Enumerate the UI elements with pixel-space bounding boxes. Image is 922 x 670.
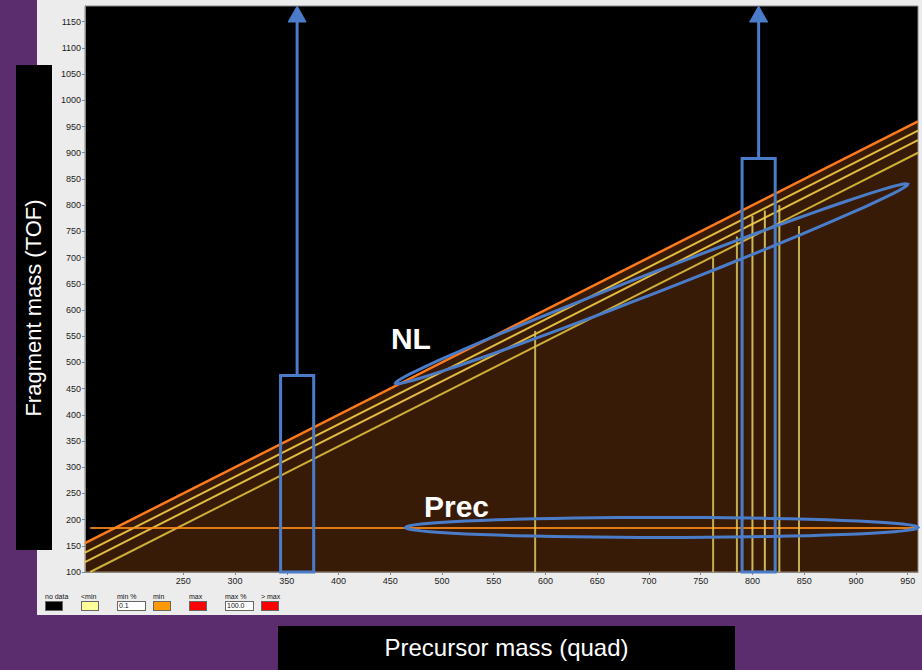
svg-text:250: 250 bbox=[176, 576, 191, 586]
html-text:max: max bbox=[189, 593, 203, 600]
html-text:min %: min % bbox=[117, 593, 137, 600]
html-text:min: min bbox=[153, 593, 165, 600]
svg-text:800: 800 bbox=[745, 576, 760, 586]
svg-text:850: 850 bbox=[66, 174, 81, 184]
html-text:100.0: 100.0 bbox=[227, 602, 245, 609]
svg-text:NL: NL bbox=[391, 322, 431, 355]
svg-text:900: 900 bbox=[848, 576, 863, 586]
svg-text:400: 400 bbox=[331, 576, 346, 586]
svg-text:600: 600 bbox=[538, 576, 553, 586]
svg-text:900: 900 bbox=[66, 148, 81, 158]
svg-text:750: 750 bbox=[66, 226, 81, 236]
svg-text:1000: 1000 bbox=[61, 95, 81, 105]
html-text:Fragment mass (TOF): Fragment mass (TOF) bbox=[21, 198, 46, 417]
svg-text:Prec: Prec bbox=[424, 490, 489, 523]
svg-text:1050: 1050 bbox=[61, 69, 81, 79]
svg-text:500: 500 bbox=[434, 576, 449, 586]
html-text:no data: no data bbox=[45, 593, 69, 600]
svg-text:550: 550 bbox=[486, 576, 501, 586]
svg-text:650: 650 bbox=[66, 279, 81, 289]
svg-text:800: 800 bbox=[66, 200, 81, 210]
svg-text:350: 350 bbox=[279, 576, 294, 586]
svg-text:450: 450 bbox=[383, 576, 398, 586]
svg-text:300: 300 bbox=[66, 462, 81, 472]
svg-text:200: 200 bbox=[66, 515, 81, 525]
svg-text:150: 150 bbox=[66, 541, 81, 551]
svg-text:1150: 1150 bbox=[62, 17, 81, 27]
svg-text:500: 500 bbox=[66, 357, 81, 367]
svg-text:250: 250 bbox=[66, 488, 81, 498]
svg-text:950: 950 bbox=[66, 122, 81, 132]
svg-text:300: 300 bbox=[228, 576, 243, 586]
svg-text:850: 850 bbox=[797, 576, 812, 586]
svg-text:350: 350 bbox=[66, 436, 81, 446]
svg-text:950: 950 bbox=[900, 576, 915, 586]
svg-text:650: 650 bbox=[590, 576, 605, 586]
html-text:0.1: 0.1 bbox=[119, 602, 129, 609]
html-text:> max: > max bbox=[261, 593, 281, 600]
html-text:<min: <min bbox=[81, 593, 97, 600]
svg-text:700: 700 bbox=[641, 576, 656, 586]
svg-text:450: 450 bbox=[66, 384, 81, 394]
svg-text:600: 600 bbox=[66, 305, 81, 315]
svg-text:700: 700 bbox=[66, 253, 81, 263]
html-text:max %: max % bbox=[225, 593, 247, 600]
svg-text:750: 750 bbox=[693, 576, 708, 586]
html-text:Precursor mass (quad): Precursor mass (quad) bbox=[384, 634, 629, 661]
svg-text:400: 400 bbox=[66, 410, 81, 420]
svg-text:1100: 1100 bbox=[62, 43, 81, 53]
svg-text:100: 100 bbox=[66, 567, 81, 577]
svg-text:550: 550 bbox=[66, 331, 81, 341]
